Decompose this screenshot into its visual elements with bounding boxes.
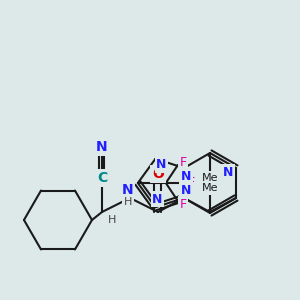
Text: F: F [187,176,194,190]
Text: H: H [124,197,132,207]
Text: N: N [96,140,108,154]
Text: N: N [181,184,191,196]
Text: N: N [156,158,167,171]
Text: Me: Me [202,183,218,193]
Text: N: N [122,183,134,197]
Text: O: O [152,167,164,181]
Text: H: H [108,215,116,225]
Text: F: F [179,155,186,169]
Text: C: C [97,171,107,185]
Text: N: N [152,193,163,206]
Text: N: N [181,169,191,182]
Text: Me: Me [202,173,218,183]
Text: F: F [179,197,186,211]
Text: N: N [223,166,233,178]
